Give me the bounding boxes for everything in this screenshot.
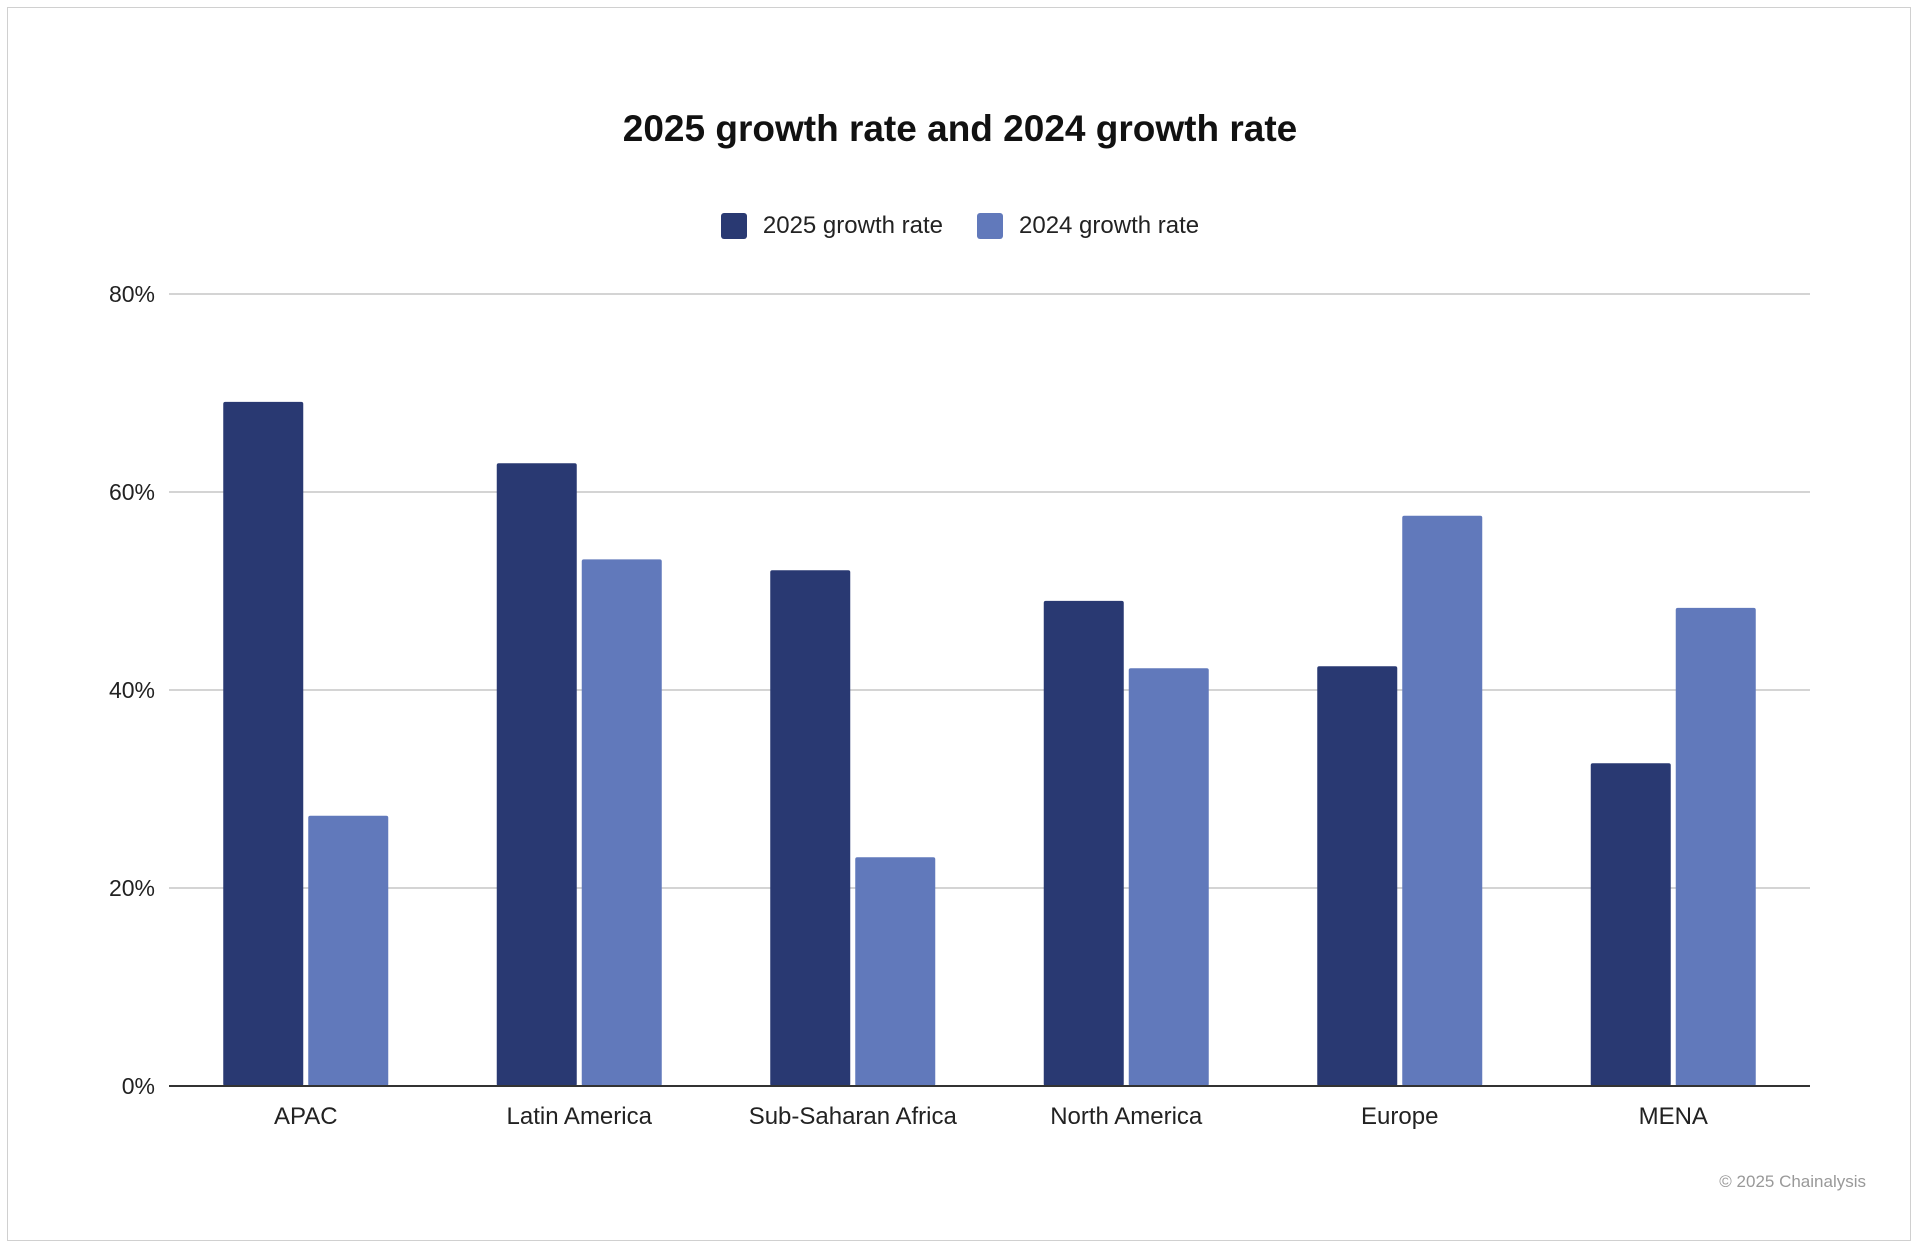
- y-tick-label: 20%: [109, 875, 155, 901]
- legend-swatch-2025: [720, 213, 747, 239]
- copyright: © 2025 Chainalysis: [1719, 1172, 1866, 1191]
- x-tick-label: APAC: [274, 1103, 338, 1130]
- x-tick-label: MENA: [1639, 1103, 1708, 1130]
- bar-2025: [770, 570, 851, 1086]
- legend-label-2024: 2024 growth rate: [1019, 212, 1200, 239]
- legend: 2025 growth rate 2024 growth rate: [0, 212, 1920, 240]
- legend-label-2025: 2025 growth rate: [762, 212, 943, 239]
- y-tick-label: 60%: [109, 479, 155, 505]
- x-tick-label: Latin America: [507, 1103, 653, 1130]
- x-tick-label: Sub-Saharan Africa: [749, 1103, 958, 1130]
- bar-2024: [1402, 515, 1483, 1086]
- legend-swatch-2024: [977, 213, 1003, 239]
- legend-item-2025: 2025 growth rate: [720, 212, 943, 240]
- y-tick-label: 80%: [109, 281, 155, 307]
- bar-2024: [855, 857, 936, 1086]
- bar-2025: [1043, 600, 1124, 1086]
- bar-2025: [1590, 763, 1671, 1086]
- bar-2025: [496, 463, 577, 1086]
- y-tick-label: 40%: [109, 677, 155, 703]
- bar-2025: [223, 401, 304, 1086]
- chart-title: 2025 growth rate and 2024 growth rate: [622, 108, 1298, 149]
- chart-frame: [7, 7, 1911, 1241]
- x-tick-label: North America: [1050, 1103, 1203, 1130]
- bar-2024: [1128, 668, 1209, 1086]
- legend-item-2024: 2024 growth rate: [977, 212, 1199, 240]
- bar-2024: [581, 559, 662, 1086]
- y-tick-label: 0%: [122, 1073, 155, 1099]
- bar-2024: [1675, 607, 1756, 1086]
- bar-2025: [1317, 666, 1398, 1086]
- bar-2024: [308, 815, 389, 1086]
- x-tick-label: Europe: [1361, 1103, 1438, 1130]
